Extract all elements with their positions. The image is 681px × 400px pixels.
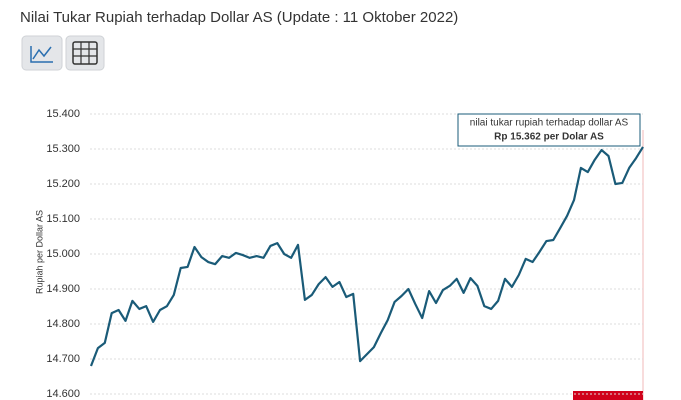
y-tick-label: 15.000 xyxy=(46,248,80,260)
rate-line xyxy=(89,146,644,367)
y-tick-label: 14.700 xyxy=(46,353,80,365)
table-view-button[interactable] xyxy=(65,35,105,71)
y-tick-label: 14.600 xyxy=(46,388,80,400)
y-tick-label: 15.300 xyxy=(46,143,80,155)
tooltip-value: Rp 15.362 per Dolar AS xyxy=(494,132,604,143)
y-axis-title: Rupiah per Dollar AS xyxy=(34,210,44,294)
tooltip: nilai tukar rupiah terhadap dollar AS Rp… xyxy=(457,113,641,147)
y-tick-label: 15.200 xyxy=(46,178,80,190)
page-title: Nilai Tukar Rupiah terhadap Dollar AS (U… xyxy=(20,9,458,26)
line-view-button[interactable] xyxy=(21,35,63,71)
y-tick-label: 15.400 xyxy=(46,108,80,120)
tooltip-title: nilai tukar rupiah terhadap dollar AS xyxy=(470,118,629,129)
crosshair-label xyxy=(573,391,643,400)
y-tick-label: 14.800 xyxy=(46,318,80,330)
y-tick-label: 15.100 xyxy=(46,213,80,225)
y-tick-label: 14.900 xyxy=(46,283,80,295)
